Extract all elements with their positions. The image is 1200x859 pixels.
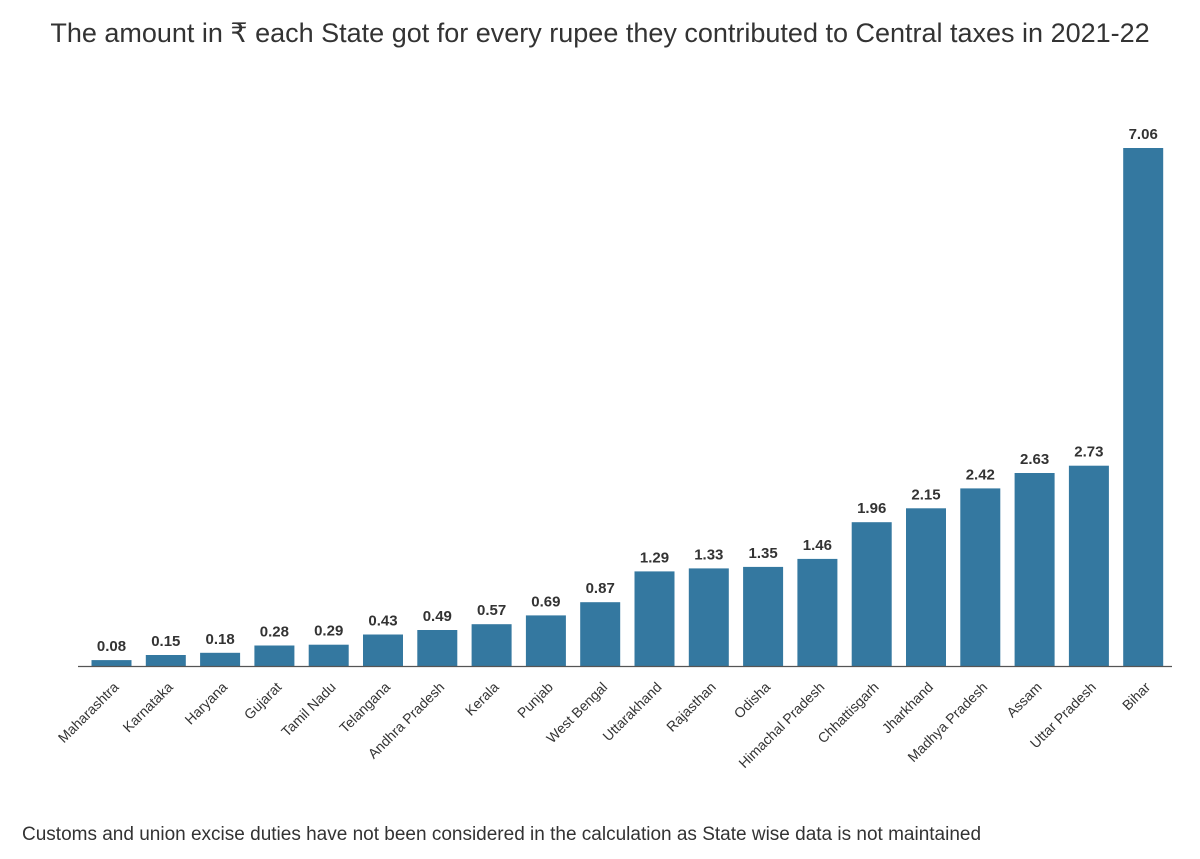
category-label-gujarat: Gujarat: [241, 679, 285, 723]
category-label-rajasthan: Rajasthan: [663, 679, 719, 735]
bar-bihar: [1123, 148, 1164, 666]
value-label-uttarakhand: 1.29: [640, 549, 669, 566]
value-label-tamil-nadu: 0.29: [314, 623, 343, 640]
value-label-odisha: 1.35: [748, 545, 777, 562]
value-label-rajasthan: 1.33: [694, 546, 723, 563]
value-label-chhattisgarh: 1.96: [857, 500, 886, 517]
category-label-haryana: Haryana: [181, 679, 230, 728]
value-label-karnataka: 0.15: [151, 633, 180, 650]
bar-west-bengal: [580, 602, 621, 666]
footnote: Customs and union excise duties have not…: [22, 824, 982, 845]
bar-uttarakhand: [634, 571, 675, 666]
value-label-madhya-pradesh: 2.42: [966, 466, 995, 483]
bar-kerala: [471, 624, 512, 666]
category-label-punjab: Punjab: [514, 679, 556, 721]
value-label-maharashtra: 0.08: [97, 638, 126, 655]
bar-karnataka: [145, 655, 186, 666]
bar-assam: [1014, 473, 1055, 666]
value-label-himachal-pradesh: 1.46: [803, 537, 832, 554]
category-label-tamil-nadu: Tamil Nadu: [278, 679, 339, 740]
value-label-punjab: 0.69: [531, 593, 560, 610]
bar-madhya-pradesh: [960, 488, 1001, 666]
value-label-gujarat: 0.28: [260, 624, 289, 641]
bars-group: [91, 148, 1164, 666]
value-label-bihar: 7.06: [1129, 126, 1158, 143]
category-label-maharashtra: Maharashtra: [55, 679, 122, 746]
bar-odisha: [743, 566, 784, 666]
value-label-kerala: 0.57: [477, 602, 506, 619]
value-label-haryana: 0.18: [205, 631, 234, 648]
category-label-kerala: Kerala: [462, 679, 502, 719]
category-label-karnataka: Karnataka: [119, 679, 176, 736]
bar-maharashtra: [91, 660, 132, 666]
bar-rajasthan: [688, 568, 729, 666]
category-label-uttarakhand: Uttarakhand: [599, 679, 664, 744]
bar-uttar-pradesh: [1068, 465, 1109, 666]
category-label-jharkhand: Jharkhand: [879, 679, 937, 737]
value-label-telangana: 0.43: [368, 613, 397, 630]
bar-gujarat: [254, 645, 295, 666]
bar-jharkhand: [906, 508, 946, 666]
value-label-west-bengal: 0.87: [586, 580, 615, 597]
bar-tamil-nadu: [308, 644, 349, 666]
bar-andhra-pradesh: [417, 630, 458, 666]
value-label-jharkhand: 2.15: [911, 486, 940, 503]
bar-chhattisgarh: [851, 522, 892, 666]
bar-himachal-pradesh: [797, 558, 838, 666]
category-label-odisha: Odisha: [731, 679, 774, 722]
value-label-andhra-pradesh: 0.49: [423, 608, 452, 625]
bar-haryana: [200, 652, 241, 666]
category-label-bihar: Bihar: [1119, 679, 1154, 714]
category-label-assam: Assam: [1003, 679, 1045, 721]
category-label-telangana: Telangana: [336, 679, 393, 736]
value-labels-group: 0.08 0.15 0.18 0.28 0.29 0.43 0.49 0.57 0.69 0.87…: [97, 126, 1158, 655]
value-label-uttar-pradesh: 2.73: [1074, 444, 1103, 461]
bar-telangana: [363, 634, 403, 666]
value-label-assam: 2.63: [1020, 451, 1049, 468]
bar-punjab: [525, 615, 566, 666]
chart-title: The amount in ₹ each State got for every…: [50, 18, 1150, 48]
